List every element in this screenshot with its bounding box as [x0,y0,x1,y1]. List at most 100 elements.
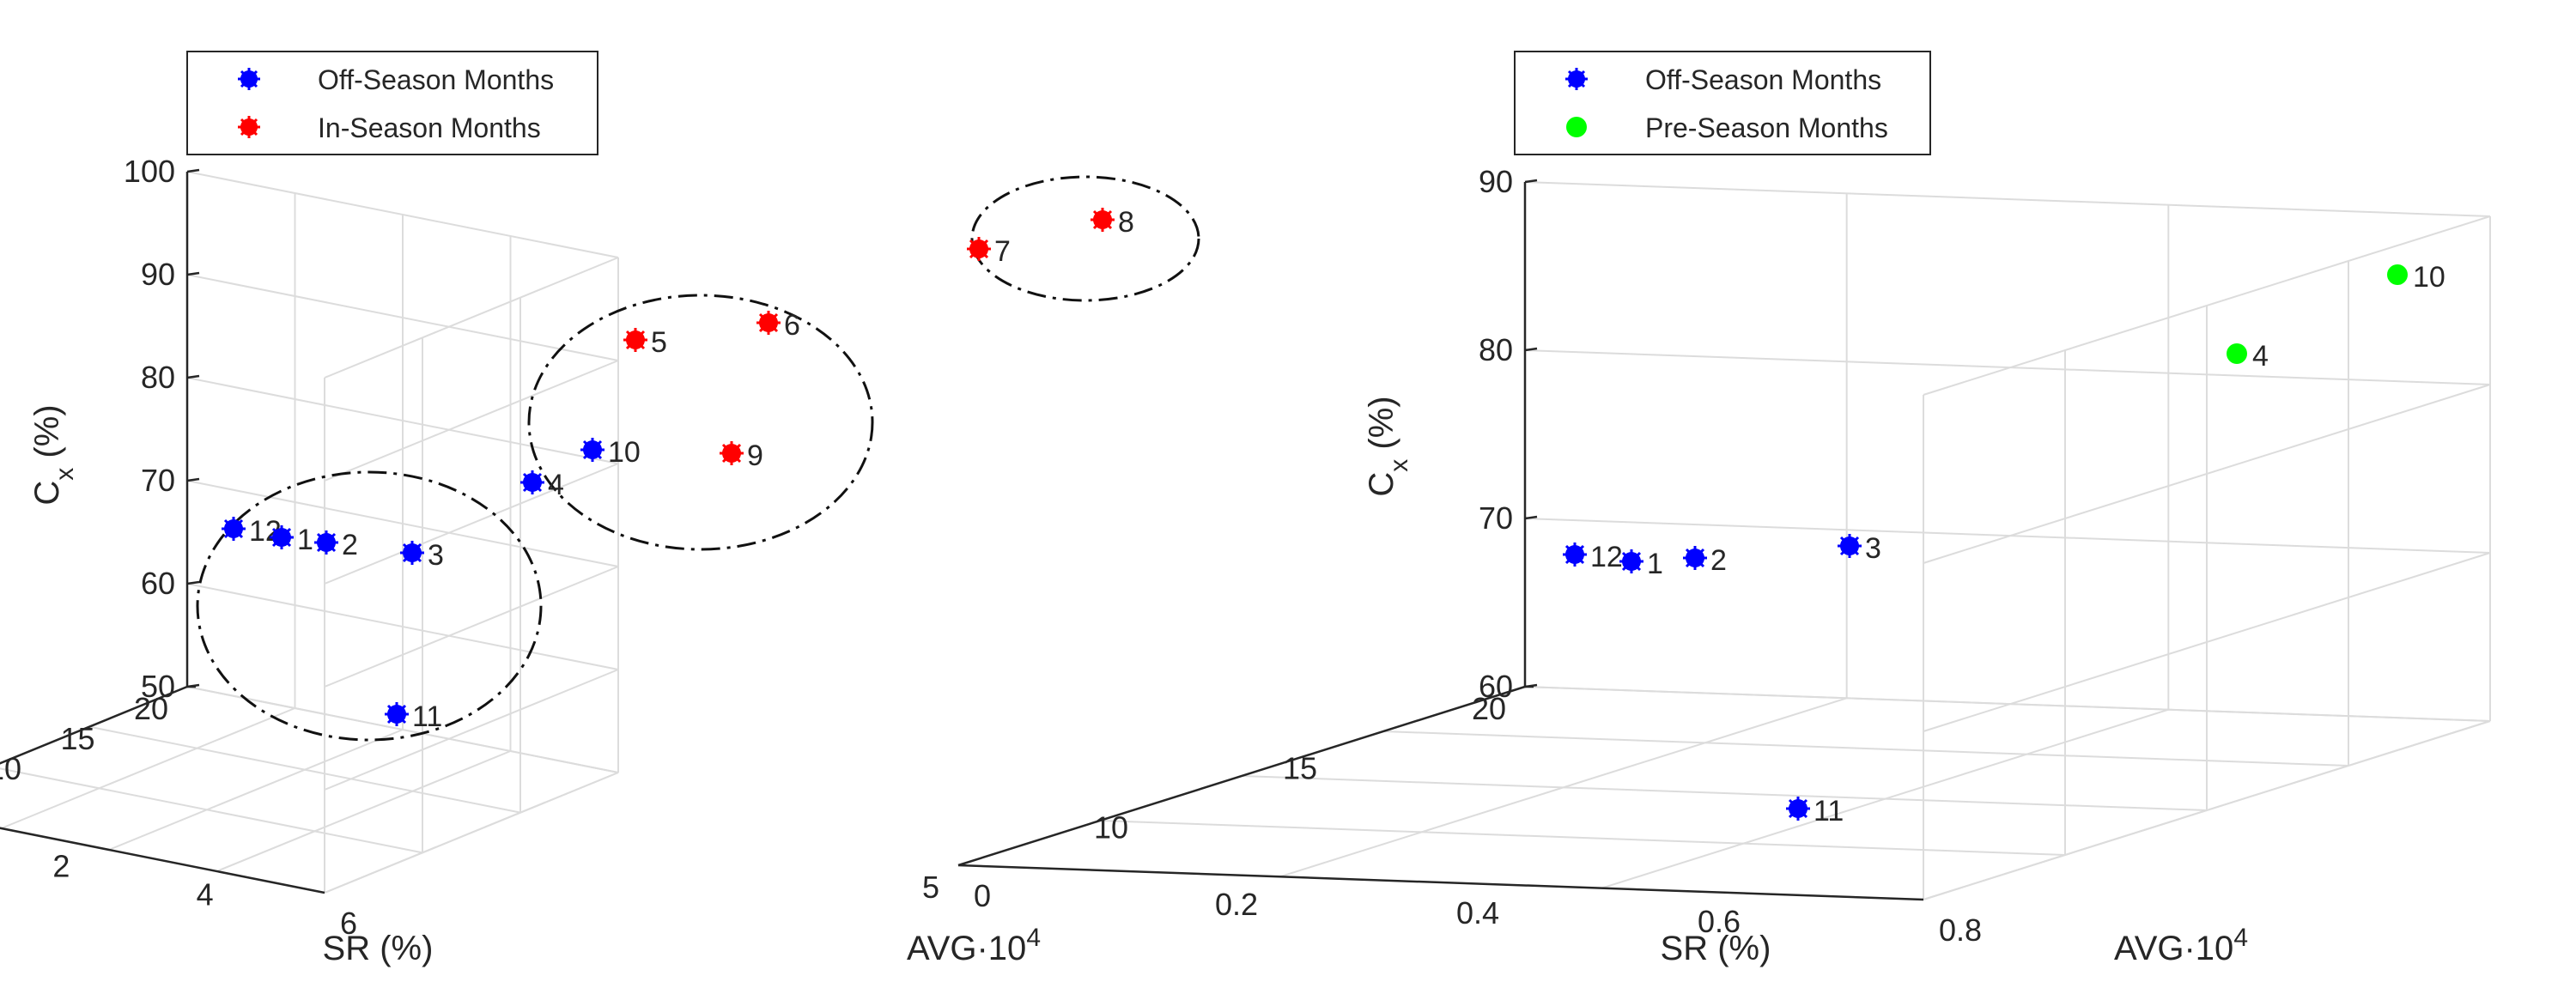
z-tick-label: 50 [141,669,175,704]
y-axis-label: AVG·104 [907,924,1041,968]
star-stroke [1839,536,1860,556]
z-tick-label: 80 [141,360,175,395]
point-star-12 [1563,542,1587,567]
star-stroke [316,532,337,553]
point-marker-10 [2387,264,2408,285]
gridline-z-side [324,463,619,585]
z-tick-mark [186,580,200,585]
z-axis-label-sub: x [1385,459,1413,472]
star-stroke [1685,548,1705,568]
gridline-z-side [324,257,619,379]
z-tick-mark [186,683,200,688]
gridline-x-floor [1,707,295,829]
y-tick-label: 6 [340,906,357,941]
point-label-10: 10 [2413,261,2445,294]
z-tick-mark [186,477,200,482]
point-label-12: 12 [1590,541,1623,573]
point-label-11: 11 [1814,795,1844,827]
point-label-10: 10 [608,436,641,469]
legend-star [238,116,260,138]
legend-label: Pre-Season Months [1645,112,1888,143]
star-stroke [240,118,258,136]
y-tick-label: 2 [52,848,70,883]
point-star-2 [1683,546,1707,570]
gridline-z-back [1524,518,2491,554]
star-stroke [969,239,989,259]
y-tick-label: 0.8 [1939,912,1982,948]
point-marker-4 [2227,343,2247,364]
legend-star [238,68,260,90]
point-star-1 [270,525,294,549]
point-star-12 [222,517,246,541]
z-tick-label: 60 [141,566,175,601]
star-stroke [582,439,603,460]
cluster-ellipse-mid [527,294,874,551]
z-tick-mark [186,374,200,379]
x-axis-line [0,685,188,765]
y-axis-label-exp: 4 [2233,924,2248,952]
star-stroke [1092,209,1113,230]
y-axis-line [0,827,325,894]
z-tick-label: 70 [141,463,175,498]
legend-box [1514,51,1931,155]
gridline-z-back [1524,181,2491,217]
star-stroke [223,518,244,539]
point-star-8 [1091,208,1115,232]
gridline-y-floor [1524,686,2491,722]
z-axis-label: Cx (%) [1363,396,1413,496]
z-tick-label: 70 [1479,500,1513,536]
z-tick-mark [186,271,200,276]
x-tick-label: 10 [1094,810,1128,846]
y-tick-label: 0.2 [1215,887,1258,922]
x-tick-label: 5 [922,870,939,905]
y-axis-label-exp: 4 [1026,924,1041,952]
star-stroke [1788,798,1808,819]
gridline-z-side [324,566,619,688]
point-label-1: 1 [1647,548,1663,580]
point-star-7 [967,237,991,261]
z-tick-mark [1524,683,1538,688]
gridline-z-side [324,360,619,482]
point-label-4: 4 [2252,340,2269,373]
legend-marker [1566,117,1587,137]
point-star-3 [400,541,424,565]
left-scatter3d-chart: 5060708090100051015200246Cx (%)SR (%)AVG… [0,51,1200,968]
legend: Off-Season Months Pre-Season Months [1514,51,1931,155]
gridline-x-floor [216,750,511,872]
point-star-6 [756,311,781,335]
x-tick-label: 10 [0,751,21,786]
z-tick-label: 80 [1479,332,1513,367]
gridline-x-floor [324,772,619,894]
point-star-1 [1619,549,1643,573]
z-tick-label: 60 [1479,669,1513,704]
y-tick-label: 4 [197,877,214,912]
axes: 60 70 80 90 5 10 15 20 0 0.2 0.4 0.6 0.8 [922,164,1982,948]
y-tick-label: 0.4 [1456,895,1499,930]
point-star-4 [520,470,544,494]
point-label-1: 1 [297,524,313,556]
star-stroke [721,443,742,464]
gridline-y-floor [0,827,325,894]
z-tick-mark [1524,179,1538,184]
point-star-2 [314,530,338,555]
star-stroke [1621,551,1642,572]
star-stroke [271,527,292,548]
point-label-6: 6 [784,309,800,342]
star-stroke [522,472,543,493]
legend-label: In-Season Months [318,112,541,143]
point-label-3: 3 [1865,532,1881,565]
legend-label: Off-Season Months [1645,64,1881,95]
legend-box [186,51,598,155]
z-tick-mark [1524,515,1538,520]
z-axis-label-unit: (%) [28,404,66,467]
right-scatter3d-chart: 60 70 80 90 5 10 15 20 0 0.2 0.4 0.6 0.8 Cx (%) SR (%)… [922,51,2491,967]
z-tick-label: 90 [1479,164,1513,199]
star-stroke [402,542,422,563]
y-axis-line [957,864,1924,901]
point-star-9 [720,441,744,465]
x-axis-label: SR (%) [323,930,434,967]
point-star-11 [1786,797,1810,821]
point-label-9: 9 [747,439,763,472]
point-label-2: 2 [1710,544,1727,577]
star-stroke [758,312,779,333]
